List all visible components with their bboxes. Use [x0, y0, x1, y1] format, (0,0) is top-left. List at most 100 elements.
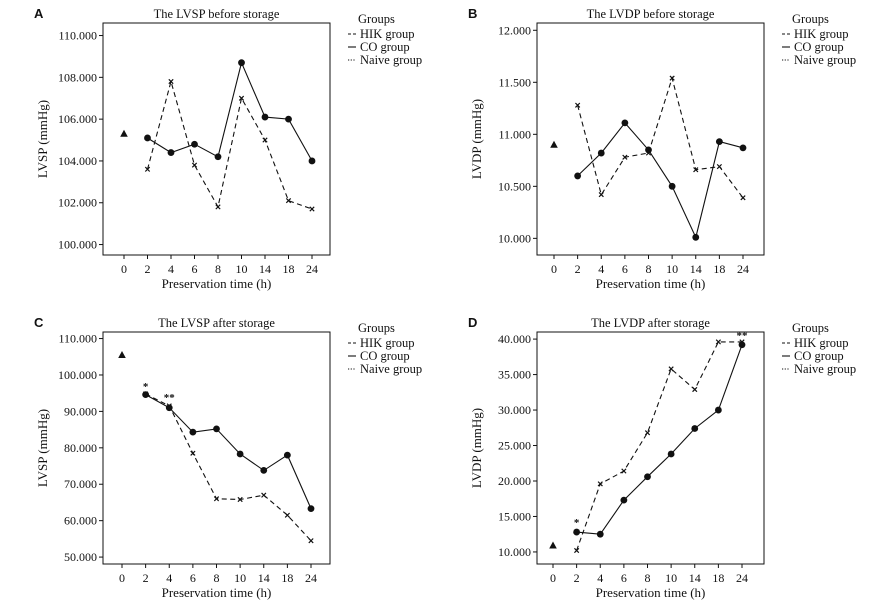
- y-tick-label: 30.000: [498, 403, 531, 417]
- x-tick-label: 6: [190, 571, 196, 585]
- data-point: [668, 182, 676, 190]
- y-tick-label: 10.500: [498, 179, 531, 193]
- chart-title: The LVSP after storage: [158, 316, 275, 330]
- x-tick-label: 4: [597, 571, 603, 585]
- data-point: [692, 233, 700, 241]
- y-tick-label: 102.000: [58, 196, 97, 210]
- x-tick-label: 14: [689, 571, 701, 585]
- x-axis-label: Preservation time (h): [162, 276, 272, 291]
- data-point: [596, 530, 604, 538]
- chart-panel: C The LVSP after storage 50.000 60.000 70.00…: [34, 315, 422, 600]
- panel-letter: D: [468, 315, 477, 330]
- data-point: [715, 138, 723, 146]
- y-tick-label: 25.000: [498, 439, 531, 453]
- legend-entry: CO group: [794, 40, 844, 54]
- legend-entry: Naive group: [794, 362, 856, 376]
- data-point: [621, 468, 627, 474]
- x-tick-label: 8: [645, 571, 651, 585]
- x-tick-label: 0: [551, 262, 557, 276]
- data-point: [716, 163, 722, 170]
- data-point: [238, 95, 245, 101]
- data-point: [260, 466, 268, 474]
- y-axis-label: LVSP (mmHg): [35, 100, 50, 178]
- chart-title: The LVSP before storage: [154, 7, 280, 21]
- data-point: [309, 206, 315, 212]
- y-tick-label: 90.000: [64, 404, 97, 418]
- y-tick-label: 80.000: [64, 441, 97, 455]
- y-tick-label: 15.000: [498, 509, 531, 523]
- legend-entry: HIK group: [794, 27, 849, 41]
- y-tick-label: 104.000: [58, 154, 97, 168]
- series-line: [577, 122, 744, 239]
- legend-entry: CO group: [360, 349, 410, 363]
- x-tick-label: 18: [283, 262, 295, 276]
- data-point: [693, 167, 699, 173]
- y-tick-label: 50.000: [64, 550, 97, 564]
- x-tick-label: 14: [259, 262, 271, 276]
- panel-letter: B: [468, 6, 477, 21]
- x-tick-label: 0: [119, 571, 125, 585]
- data-point: [714, 406, 722, 414]
- y-tick-label: 110.000: [58, 29, 97, 43]
- legend-entry: CO group: [360, 40, 410, 54]
- y-tick-label: 11.500: [498, 75, 531, 89]
- data-point: [573, 528, 581, 536]
- data-point: [142, 391, 150, 399]
- data-point: [645, 146, 652, 154]
- data-point: [236, 450, 244, 458]
- x-tick-label: 2: [145, 262, 151, 276]
- x-tick-label: 24: [306, 262, 318, 276]
- legend-entry: Naive group: [794, 53, 856, 67]
- x-tick-label: 2: [574, 571, 580, 585]
- legend-entry: Naive group: [360, 53, 422, 67]
- data-point: [667, 450, 675, 458]
- chart-panel: B The LVDP before storage 10.000 10.500 11.0…: [468, 6, 856, 291]
- x-tick-label: 24: [305, 571, 317, 585]
- x-tick-label: 14: [690, 262, 702, 276]
- y-tick-label: 35.000: [498, 368, 531, 382]
- y-tick-label: 100.000: [58, 368, 97, 382]
- data-point: [308, 157, 316, 165]
- x-tick-label: 10: [234, 571, 246, 585]
- data-point: [740, 195, 746, 201]
- x-tick-label: 10: [236, 262, 248, 276]
- data-point: [285, 115, 292, 123]
- x-tick-label: 6: [192, 262, 198, 276]
- data-point: [215, 204, 221, 210]
- data-point: [575, 102, 581, 108]
- data-point: [549, 541, 557, 549]
- data-point: [597, 481, 603, 487]
- y-tick-label: 12.000: [498, 23, 531, 37]
- legend-title: Groups: [792, 12, 829, 26]
- data-point: [165, 404, 173, 412]
- data-point: [213, 496, 220, 502]
- x-tick-label: 0: [550, 571, 556, 585]
- data-point: [738, 341, 746, 349]
- data-point: [261, 492, 267, 498]
- x-tick-label: 14: [258, 571, 270, 585]
- data-point: [621, 119, 629, 127]
- y-tick-label: 40.000: [498, 332, 531, 346]
- data-point: [598, 192, 604, 198]
- series-line: [576, 344, 743, 535]
- x-tick-label: 4: [168, 262, 174, 276]
- x-tick-label: 2: [575, 262, 581, 276]
- data-point: [144, 166, 151, 172]
- legend-entry: HIK group: [360, 336, 415, 350]
- data-point: [715, 339, 721, 345]
- data-point: [308, 538, 314, 544]
- x-tick-label: 18: [713, 262, 725, 276]
- data-point: [237, 496, 243, 503]
- x-tick-label: 4: [598, 262, 604, 276]
- data-point: [668, 366, 674, 372]
- x-tick-label: 6: [621, 571, 627, 585]
- data-point: [669, 75, 675, 81]
- x-tick-label: 10: [665, 571, 677, 585]
- data-point: [262, 137, 268, 143]
- y-tick-label: 108.000: [58, 70, 97, 84]
- legend-title: Groups: [358, 321, 395, 335]
- data-point: [118, 350, 126, 358]
- significance-mark: **: [737, 330, 749, 342]
- series-line: [577, 76, 744, 199]
- significance-mark: *: [574, 517, 580, 529]
